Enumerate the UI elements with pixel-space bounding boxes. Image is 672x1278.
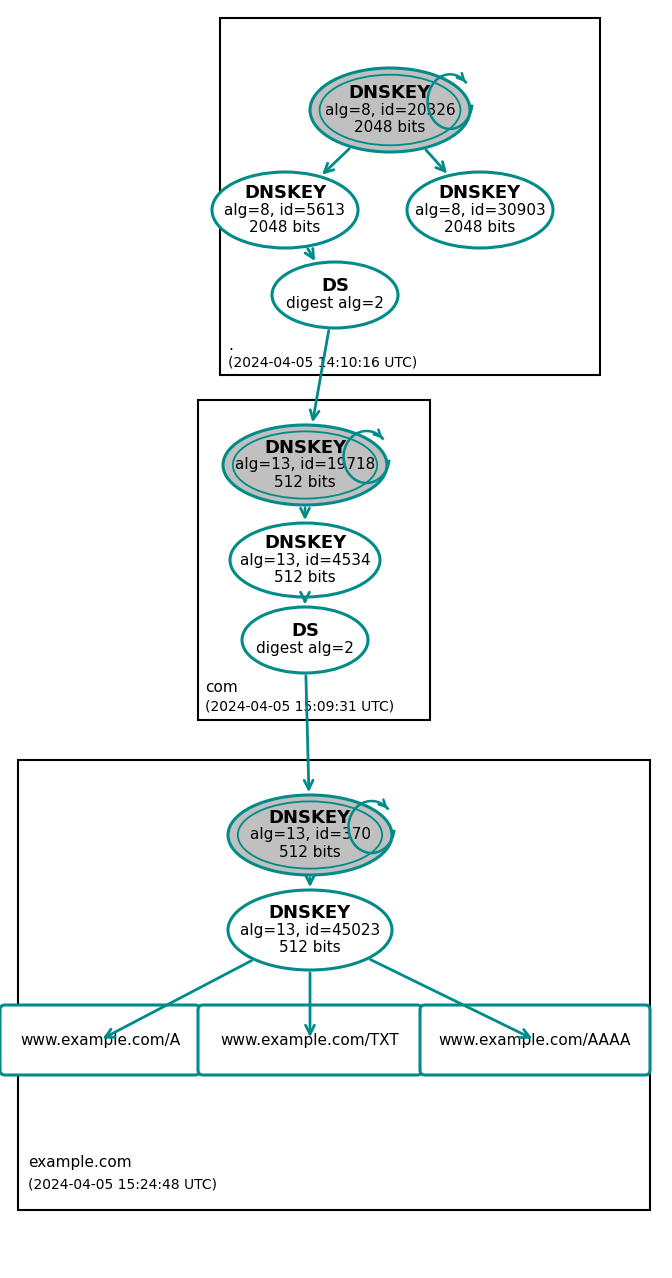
Text: DS: DS bbox=[321, 277, 349, 295]
Ellipse shape bbox=[242, 607, 368, 674]
Ellipse shape bbox=[407, 173, 553, 248]
Text: digest alg=2: digest alg=2 bbox=[256, 642, 354, 656]
Bar bbox=[18, 760, 650, 1210]
Text: 512 bits: 512 bits bbox=[279, 845, 341, 860]
Text: DS: DS bbox=[291, 622, 319, 640]
Text: alg=8, id=20326: alg=8, id=20326 bbox=[325, 102, 456, 118]
FancyBboxPatch shape bbox=[420, 1005, 650, 1075]
Text: www.example.com/A: www.example.com/A bbox=[20, 1033, 180, 1048]
Ellipse shape bbox=[228, 795, 392, 875]
Text: DNSKEY: DNSKEY bbox=[244, 184, 326, 202]
Text: alg=13, id=19718: alg=13, id=19718 bbox=[235, 458, 375, 473]
Text: DNSKEY: DNSKEY bbox=[269, 809, 351, 827]
Text: DNSKEY: DNSKEY bbox=[349, 84, 431, 102]
Text: alg=8, id=30903: alg=8, id=30903 bbox=[415, 202, 546, 217]
Text: (2024-04-05 15:24:48 UTC): (2024-04-05 15:24:48 UTC) bbox=[28, 1178, 217, 1192]
Text: 2048 bits: 2048 bits bbox=[444, 220, 515, 235]
Ellipse shape bbox=[272, 262, 398, 328]
Ellipse shape bbox=[310, 68, 470, 152]
FancyBboxPatch shape bbox=[198, 1005, 422, 1075]
Text: (2024-04-05 14:10:16 UTC): (2024-04-05 14:10:16 UTC) bbox=[228, 355, 417, 369]
Text: DNSKEY: DNSKEY bbox=[269, 904, 351, 921]
Text: example.com: example.com bbox=[28, 1155, 132, 1169]
Text: DNSKEY: DNSKEY bbox=[264, 534, 346, 552]
Ellipse shape bbox=[223, 426, 387, 505]
Text: digest alg=2: digest alg=2 bbox=[286, 296, 384, 311]
Text: com: com bbox=[205, 680, 238, 695]
Ellipse shape bbox=[212, 173, 358, 248]
Ellipse shape bbox=[228, 889, 392, 970]
Text: DNSKEY: DNSKEY bbox=[439, 184, 521, 202]
Text: 512 bits: 512 bits bbox=[274, 474, 336, 489]
Text: alg=13, id=4534: alg=13, id=4534 bbox=[240, 552, 370, 567]
Bar bbox=[220, 18, 600, 374]
Text: 2048 bits: 2048 bits bbox=[354, 120, 425, 134]
Text: DNSKEY: DNSKEY bbox=[264, 438, 346, 458]
Text: 512 bits: 512 bits bbox=[279, 939, 341, 955]
Text: alg=13, id=370: alg=13, id=370 bbox=[249, 827, 370, 842]
Text: alg=13, id=45023: alg=13, id=45023 bbox=[240, 923, 380, 938]
Text: www.example.com/TXT: www.example.com/TXT bbox=[220, 1033, 399, 1048]
Text: 2048 bits: 2048 bits bbox=[249, 220, 321, 235]
Text: alg=8, id=5613: alg=8, id=5613 bbox=[224, 202, 345, 217]
Text: .: . bbox=[228, 337, 233, 353]
Bar bbox=[198, 400, 430, 720]
Text: (2024-04-05 15:09:31 UTC): (2024-04-05 15:09:31 UTC) bbox=[205, 700, 394, 714]
Ellipse shape bbox=[230, 523, 380, 597]
Text: 512 bits: 512 bits bbox=[274, 570, 336, 584]
FancyBboxPatch shape bbox=[0, 1005, 200, 1075]
Text: www.example.com/AAAA: www.example.com/AAAA bbox=[439, 1033, 631, 1048]
